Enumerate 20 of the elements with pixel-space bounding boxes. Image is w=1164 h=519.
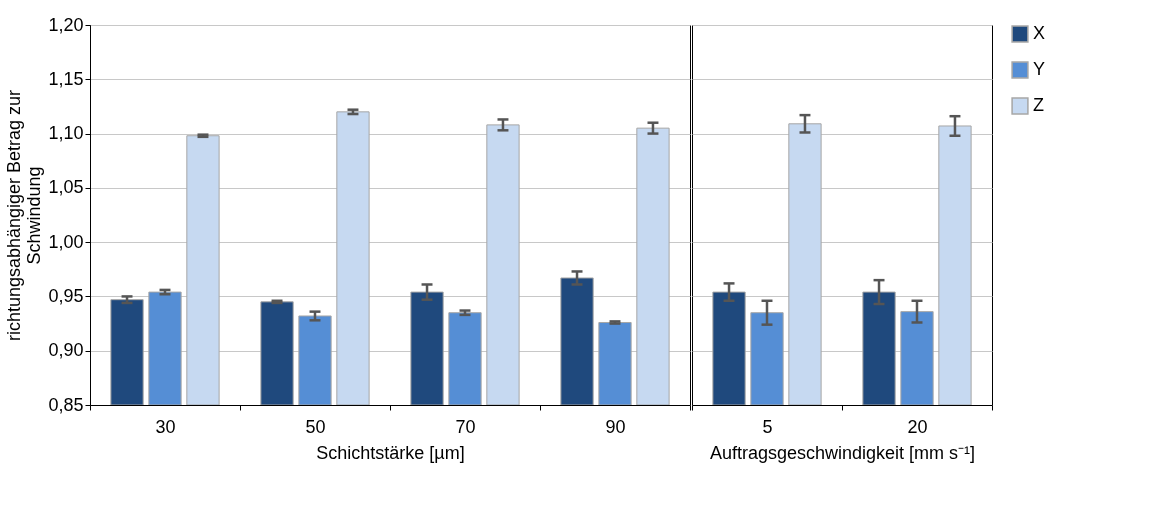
y-tick-label: 0,85 bbox=[48, 394, 84, 415]
x-tick-label: 5 bbox=[762, 416, 773, 437]
legend-label: Y bbox=[1033, 59, 1046, 79]
x-tick-label: 30 bbox=[155, 416, 176, 437]
y-tick-label: 1,05 bbox=[48, 177, 84, 198]
x-tick-label: 20 bbox=[907, 416, 928, 437]
legend-label: Z bbox=[1033, 95, 1044, 115]
y-tick-label: 1,00 bbox=[48, 231, 84, 252]
x-axis-title: Auftragsgeschwindigkeit [mm s⁻¹] bbox=[709, 442, 976, 463]
x-tick-label: 50 bbox=[305, 416, 326, 437]
x-tick-label: 90 bbox=[605, 416, 626, 437]
legend-label: X bbox=[1033, 23, 1046, 43]
y-tick-label: 0,90 bbox=[48, 340, 84, 361]
y-tick-label: 1,10 bbox=[48, 123, 84, 144]
x-axis-title: Schichtstärke [µm] bbox=[316, 442, 465, 463]
y-tick-label: 1,20 bbox=[48, 14, 84, 35]
y-tick-label: 0,95 bbox=[48, 285, 84, 306]
x-tick-label: 70 bbox=[455, 416, 476, 437]
y-tick-label: 1,15 bbox=[48, 68, 84, 89]
y-axis-title: richtungsabhängiger Betrag zur Schwindung bbox=[4, 89, 45, 342]
